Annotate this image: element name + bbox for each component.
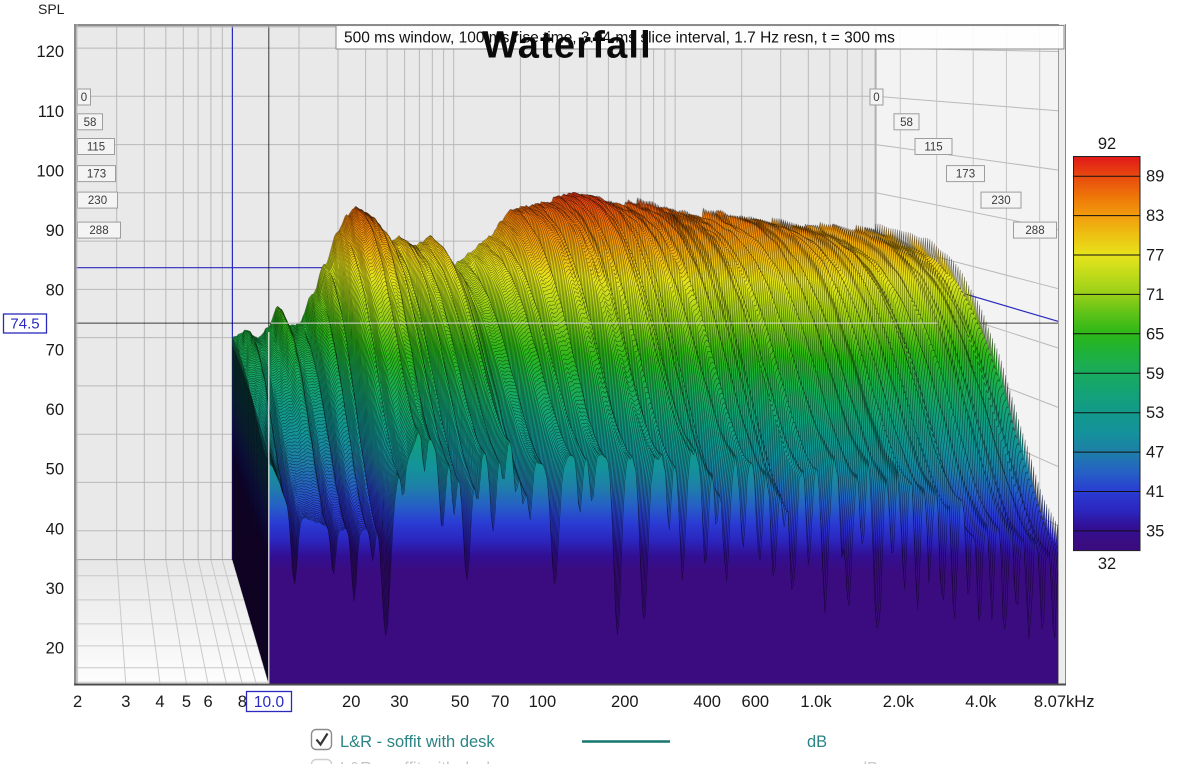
svg-text:20: 20 [342, 693, 360, 711]
svg-text:Waterfall: Waterfall [482, 25, 652, 67]
svg-text:0: 0 [873, 92, 879, 104]
svg-text:77: 77 [1146, 247, 1164, 265]
svg-text:32: 32 [1098, 555, 1116, 573]
svg-text:100: 100 [529, 693, 557, 711]
svg-text:5: 5 [182, 693, 191, 711]
svg-text:110: 110 [38, 103, 64, 121]
svg-text:1.0k: 1.0k [800, 693, 832, 711]
svg-text:173: 173 [87, 169, 106, 181]
svg-text:6: 6 [204, 693, 213, 711]
svg-text:8: 8 [238, 693, 247, 711]
svg-text:50: 50 [451, 693, 469, 711]
svg-text:58: 58 [84, 117, 97, 129]
svg-text:3: 3 [121, 693, 130, 711]
svg-text:59: 59 [1146, 365, 1164, 383]
svg-text:83: 83 [1146, 207, 1164, 225]
svg-text:90: 90 [46, 222, 64, 240]
svg-text:600: 600 [742, 693, 770, 711]
svg-text:47: 47 [1146, 444, 1164, 462]
svg-text:100: 100 [36, 162, 64, 180]
svg-text:41: 41 [1146, 483, 1164, 501]
svg-text:8.07kHz: 8.07kHz [1034, 693, 1095, 711]
svg-text:71: 71 [1146, 286, 1164, 304]
svg-text:70: 70 [46, 341, 64, 359]
svg-text:92: 92 [1098, 135, 1116, 153]
svg-text:115: 115 [924, 142, 942, 154]
svg-text:2.0k: 2.0k [883, 693, 915, 711]
svg-text:58: 58 [900, 117, 913, 129]
svg-text:35: 35 [1146, 522, 1164, 540]
svg-text:0: 0 [81, 92, 87, 104]
svg-text:200: 200 [611, 693, 639, 711]
svg-text:30: 30 [46, 580, 64, 598]
svg-text:30: 30 [390, 693, 408, 711]
svg-text:288: 288 [89, 225, 108, 237]
svg-text:70: 70 [491, 693, 509, 711]
svg-text:SPL: SPL [38, 1, 65, 17]
svg-text:4: 4 [155, 693, 164, 711]
svg-text:dB: dB [807, 733, 827, 751]
svg-text:120: 120 [36, 43, 64, 61]
svg-text:74.5: 74.5 [10, 316, 39, 333]
svg-text:53: 53 [1146, 404, 1164, 422]
svg-text:L&R - soffit with desk: L&R - soffit with desk [340, 733, 495, 751]
svg-text:80: 80 [46, 282, 64, 300]
svg-text:L&R - soffit with desk: L&R - soffit with desk [340, 760, 495, 764]
svg-text:115: 115 [87, 142, 105, 154]
svg-text:40: 40 [46, 520, 64, 538]
svg-text:400: 400 [693, 693, 721, 711]
svg-text:500 ms window, 100 ms rise tim: 500 ms window, 100 ms rise time, 3.04 ms… [344, 30, 895, 47]
svg-text:50: 50 [46, 461, 64, 479]
svg-text:4.0k: 4.0k [965, 693, 997, 711]
svg-text:230: 230 [991, 195, 1010, 207]
svg-text:2: 2 [73, 693, 82, 711]
svg-text:20: 20 [46, 640, 64, 658]
svg-text:65: 65 [1146, 325, 1164, 343]
svg-text:60: 60 [46, 401, 64, 419]
svg-text:173: 173 [956, 169, 975, 181]
svg-text:dB: dB [858, 760, 878, 764]
svg-text:10.0: 10.0 [254, 694, 285, 711]
svg-text:230: 230 [88, 195, 107, 207]
svg-text:89: 89 [1146, 168, 1164, 186]
svg-text:288: 288 [1025, 225, 1044, 237]
